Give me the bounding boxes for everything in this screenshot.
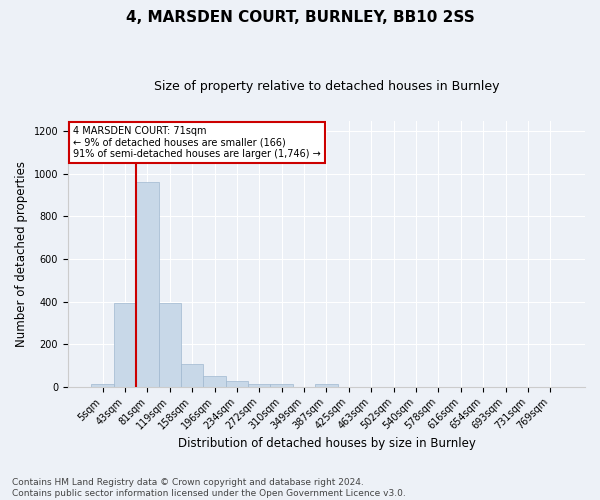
Text: Contains HM Land Registry data © Crown copyright and database right 2024.
Contai: Contains HM Land Registry data © Crown c…: [12, 478, 406, 498]
Text: 4, MARSDEN COURT, BURNLEY, BB10 2SS: 4, MARSDEN COURT, BURNLEY, BB10 2SS: [125, 10, 475, 25]
Bar: [248, 384, 271, 386]
Bar: [203, 376, 226, 386]
Text: 4 MARSDEN COURT: 71sqm
← 9% of detached houses are smaller (166)
91% of semi-det: 4 MARSDEN COURT: 71sqm ← 9% of detached …: [73, 126, 321, 159]
Bar: [226, 382, 248, 386]
Y-axis label: Number of detached properties: Number of detached properties: [15, 160, 28, 346]
Bar: [181, 364, 203, 386]
Bar: [271, 384, 293, 386]
Bar: [114, 302, 136, 386]
Bar: [136, 182, 158, 386]
X-axis label: Distribution of detached houses by size in Burnley: Distribution of detached houses by size …: [178, 437, 475, 450]
Bar: [91, 384, 114, 386]
Bar: [158, 302, 181, 386]
Bar: [315, 384, 338, 386]
Title: Size of property relative to detached houses in Burnley: Size of property relative to detached ho…: [154, 80, 499, 93]
